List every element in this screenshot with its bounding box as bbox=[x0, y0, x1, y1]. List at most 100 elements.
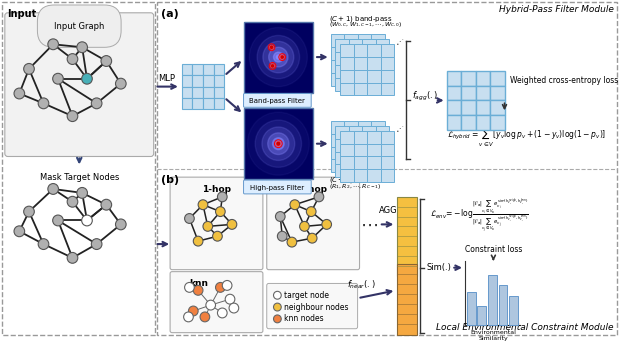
Bar bbox=[490, 101, 504, 115]
Circle shape bbox=[24, 206, 35, 217]
Text: $f_{near}(.)$: $f_{near}(.)$ bbox=[347, 279, 376, 291]
Bar bbox=[381, 157, 394, 169]
Text: Input: Input bbox=[7, 9, 36, 19]
Circle shape bbox=[227, 220, 237, 229]
Circle shape bbox=[38, 98, 49, 109]
Bar bbox=[344, 121, 358, 134]
Circle shape bbox=[212, 231, 222, 241]
Bar bbox=[344, 159, 358, 172]
Circle shape bbox=[218, 192, 227, 202]
Circle shape bbox=[263, 41, 294, 73]
Bar bbox=[376, 139, 390, 152]
Circle shape bbox=[77, 42, 88, 53]
Bar bbox=[376, 39, 390, 52]
Bar bbox=[344, 35, 358, 47]
Bar bbox=[340, 144, 354, 157]
Circle shape bbox=[273, 315, 281, 323]
FancyBboxPatch shape bbox=[170, 272, 263, 333]
Circle shape bbox=[184, 282, 195, 292]
Bar bbox=[344, 60, 358, 73]
Bar bbox=[203, 64, 214, 75]
Circle shape bbox=[307, 233, 317, 243]
Circle shape bbox=[188, 306, 198, 316]
Text: Constraint loss: Constraint loss bbox=[465, 245, 522, 254]
Circle shape bbox=[268, 133, 289, 155]
Circle shape bbox=[287, 237, 297, 247]
Bar bbox=[340, 169, 354, 182]
Bar bbox=[358, 134, 371, 147]
Bar bbox=[371, 159, 385, 172]
Bar bbox=[193, 75, 203, 87]
Bar bbox=[476, 71, 490, 86]
Circle shape bbox=[216, 282, 225, 292]
Circle shape bbox=[92, 98, 102, 109]
Circle shape bbox=[225, 294, 235, 304]
Text: Weighted cross-entropy loss: Weighted cross-entropy loss bbox=[510, 76, 618, 85]
Circle shape bbox=[255, 120, 301, 167]
Bar bbox=[476, 101, 490, 115]
FancyBboxPatch shape bbox=[5, 13, 154, 157]
Bar bbox=[362, 52, 376, 65]
Bar bbox=[344, 47, 358, 60]
Circle shape bbox=[52, 215, 63, 226]
Circle shape bbox=[275, 212, 285, 221]
Bar bbox=[182, 75, 193, 87]
Circle shape bbox=[276, 141, 281, 146]
Bar bbox=[381, 144, 394, 157]
Circle shape bbox=[273, 52, 283, 62]
Text: MLP: MLP bbox=[157, 74, 175, 83]
Bar bbox=[344, 134, 358, 147]
Bar bbox=[335, 52, 349, 65]
Bar bbox=[447, 71, 461, 86]
FancyBboxPatch shape bbox=[244, 93, 311, 107]
Bar bbox=[340, 70, 354, 83]
Bar bbox=[371, 60, 385, 73]
Circle shape bbox=[48, 184, 58, 194]
Bar bbox=[476, 115, 490, 130]
Bar bbox=[244, 22, 313, 93]
Text: $(C-1)$ high-pass: $(C-1)$ high-pass bbox=[328, 175, 390, 185]
Circle shape bbox=[276, 141, 281, 146]
Bar bbox=[461, 101, 476, 115]
Bar bbox=[349, 139, 362, 152]
Text: AGG(.): AGG(.) bbox=[378, 206, 406, 214]
Circle shape bbox=[77, 187, 88, 198]
Circle shape bbox=[229, 303, 239, 313]
Circle shape bbox=[67, 252, 78, 263]
Text: Environmental
Similarity: Environmental Similarity bbox=[470, 330, 516, 341]
Circle shape bbox=[48, 39, 58, 50]
Bar bbox=[367, 169, 381, 182]
Circle shape bbox=[218, 308, 227, 318]
Circle shape bbox=[257, 36, 300, 79]
Bar bbox=[214, 98, 224, 109]
Text: $(R_1, R_2, \cdots, R_{C-1})$: $(R_1, R_2, \cdots, R_{C-1})$ bbox=[328, 182, 381, 191]
Bar bbox=[367, 57, 381, 70]
Bar bbox=[330, 47, 344, 60]
Text: Hybrid-Pass Filter Module: Hybrid-Pass Filter Module bbox=[499, 5, 614, 14]
Text: Band-pass Filter: Band-pass Filter bbox=[250, 98, 305, 104]
Circle shape bbox=[269, 47, 288, 67]
Bar bbox=[214, 75, 224, 87]
Bar bbox=[376, 165, 390, 177]
Text: $f_{agg}(.)$: $f_{agg}(.)$ bbox=[412, 90, 438, 103]
FancyBboxPatch shape bbox=[267, 284, 358, 329]
Bar bbox=[349, 165, 362, 177]
Bar bbox=[335, 152, 349, 165]
Bar bbox=[358, 73, 371, 86]
Text: (b): (b) bbox=[161, 175, 180, 185]
Bar bbox=[362, 39, 376, 52]
Text: 2-hop: 2-hop bbox=[299, 185, 328, 194]
Bar bbox=[488, 275, 497, 325]
Bar bbox=[381, 44, 394, 57]
Circle shape bbox=[271, 64, 275, 68]
Bar bbox=[335, 165, 349, 177]
Bar bbox=[362, 165, 376, 177]
Bar bbox=[447, 101, 461, 115]
Circle shape bbox=[300, 221, 309, 231]
Circle shape bbox=[206, 300, 216, 310]
Bar bbox=[335, 139, 349, 152]
Circle shape bbox=[193, 286, 203, 295]
Bar bbox=[354, 44, 367, 57]
Text: neighbour nodes: neighbour nodes bbox=[284, 303, 349, 312]
Bar bbox=[349, 152, 362, 165]
